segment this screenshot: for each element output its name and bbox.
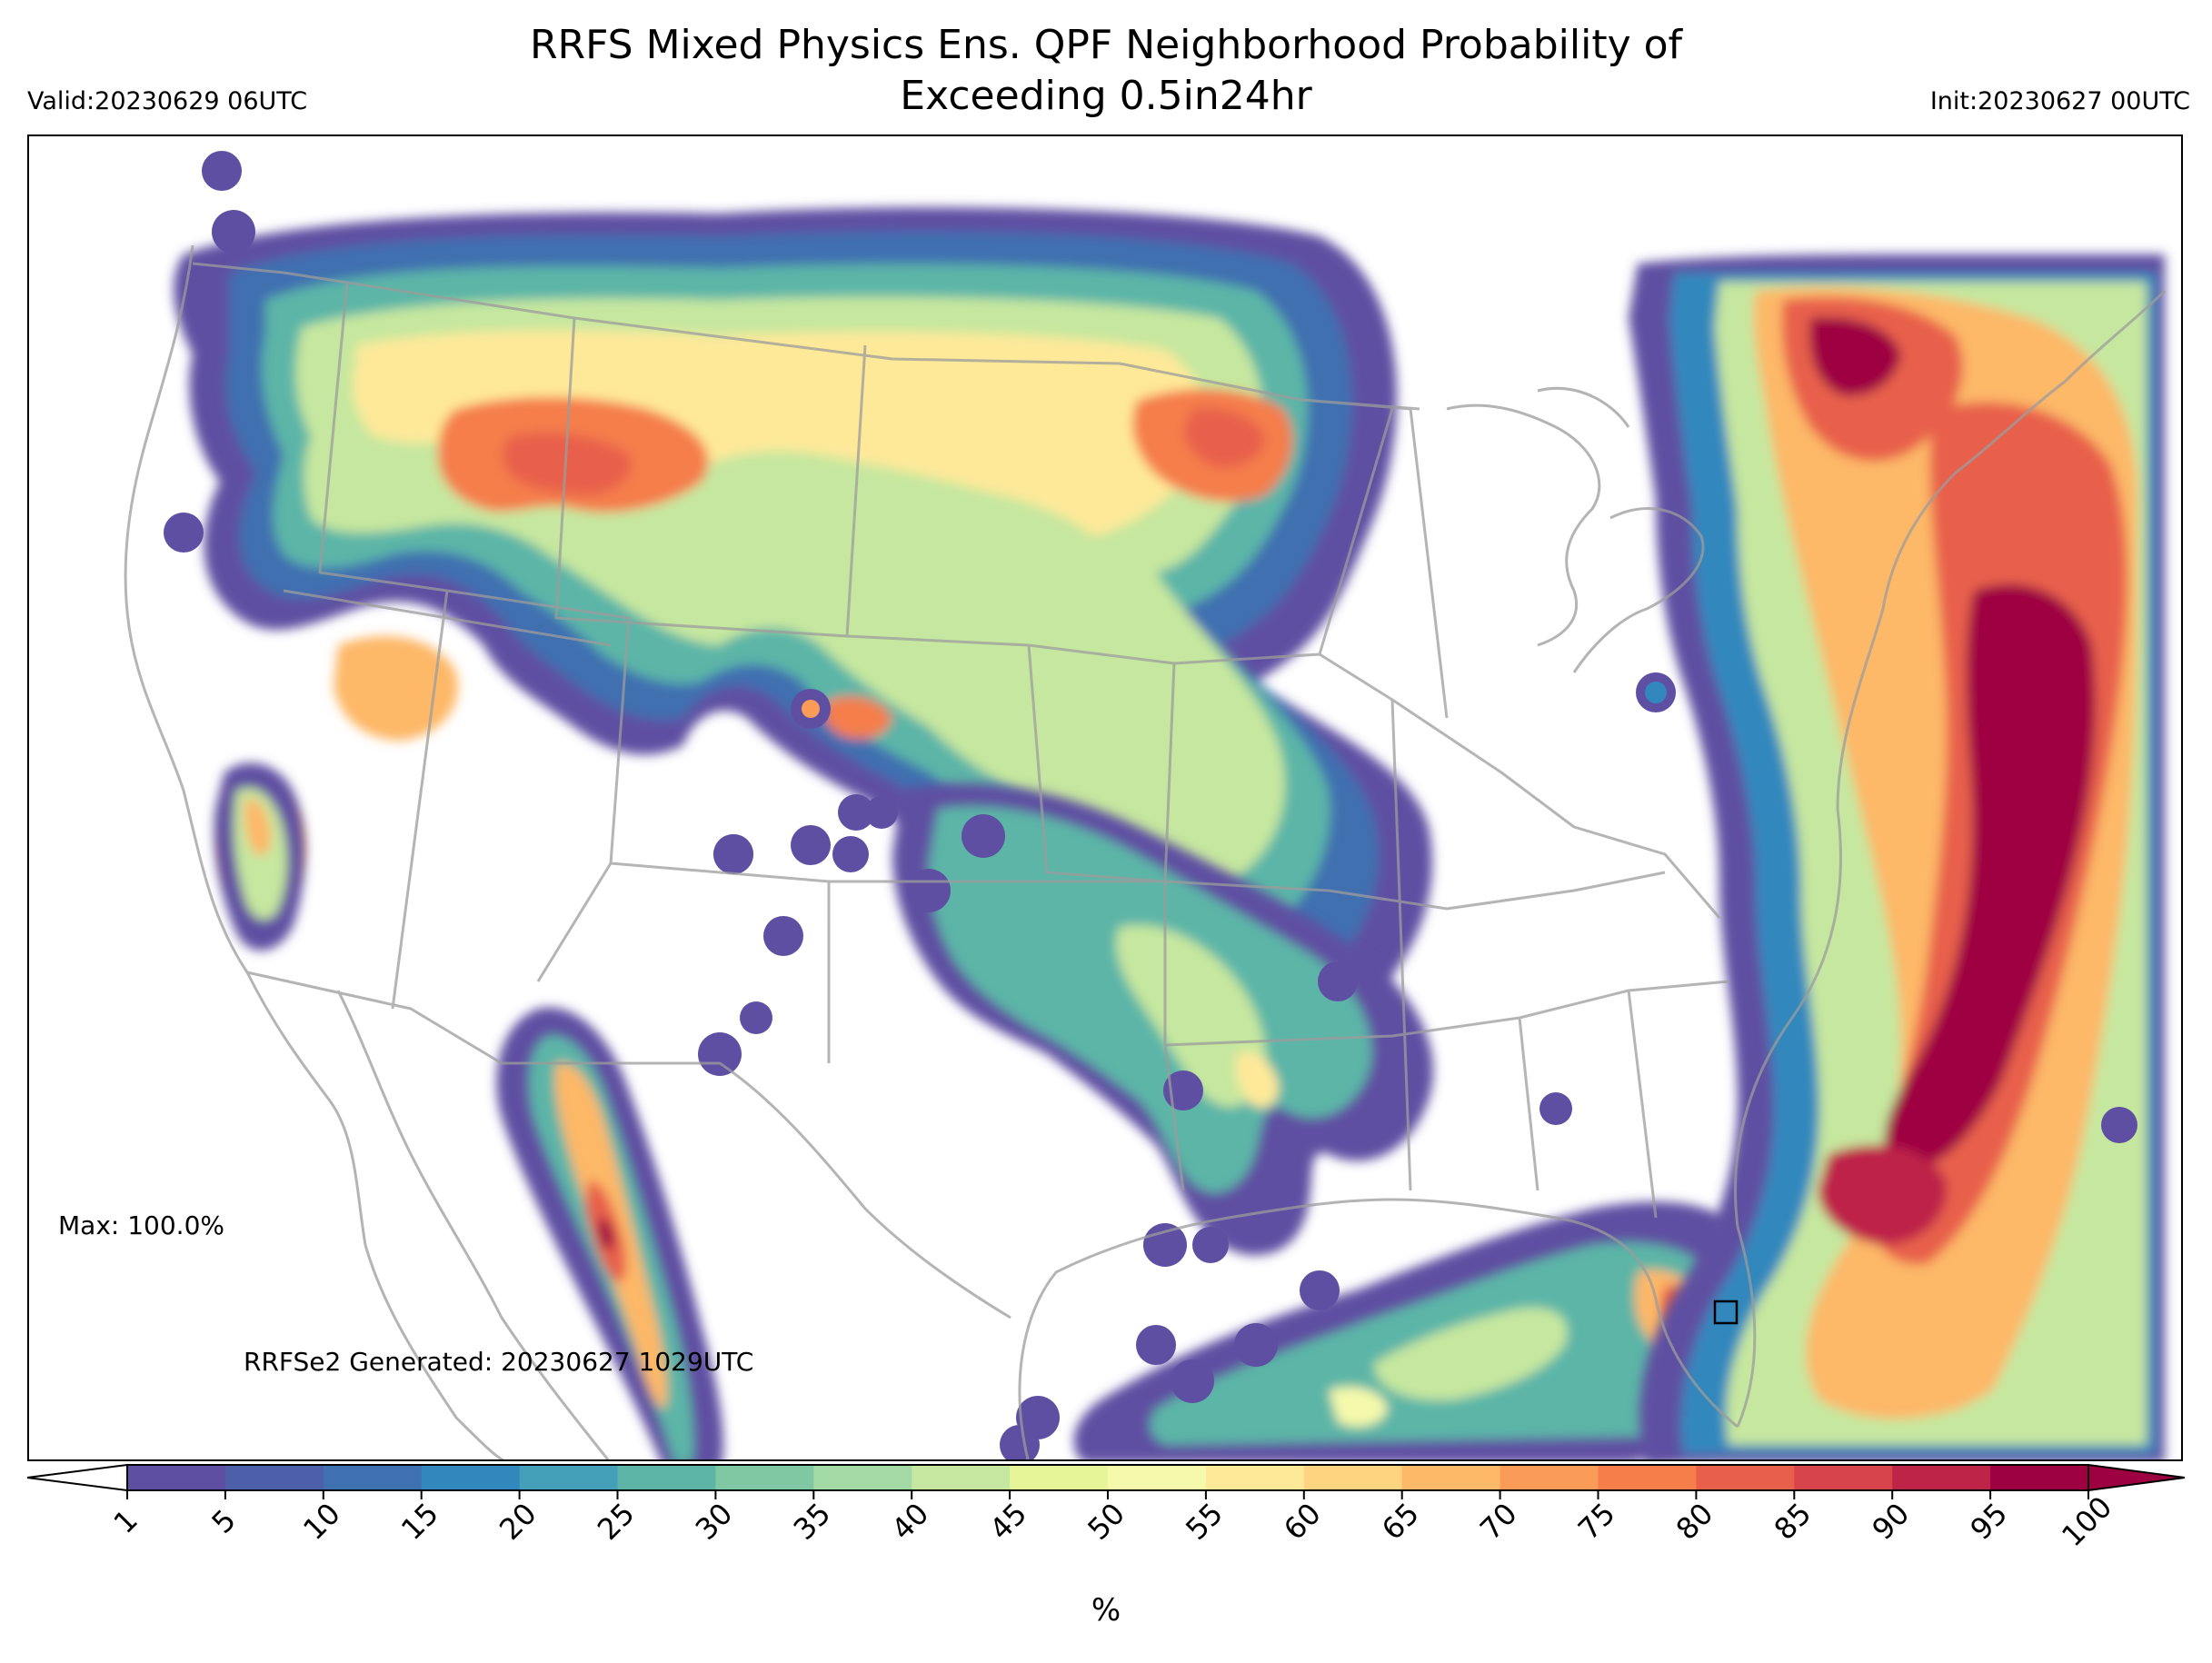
colorbar-segment: [1794, 1465, 1893, 1490]
colorbar-ticks: 1 5 10 15 20 25 30 35 40 45 50 55 60 65 70 75 80 85 90 95 10…: [107, 1489, 2119, 1553]
great-lakes: [1446, 386, 1705, 673]
valid-time-label: Valid:20230629 06UTC: [27, 87, 308, 115]
colorbar-tick-label: 5: [204, 1503, 242, 1540]
colorbar-segment: [715, 1465, 814, 1490]
chart-title-line1: RRFS Mixed Physics Ens. QPF Neighborhood…: [529, 22, 1683, 68]
colorbar-tick-label: 100: [2055, 1489, 2118, 1553]
state-lines-west: [283, 281, 1185, 1191]
colorbar-tick-label: 95: [1963, 1496, 2014, 1547]
colorbar-tick-label: 80: [1669, 1496, 1720, 1547]
colorbar-segment: [1990, 1465, 2089, 1490]
colorbar-segment: [1500, 1465, 1599, 1490]
colorbar-segment: [224, 1465, 324, 1490]
colorbar-unit-label: %: [1091, 1592, 1121, 1628]
gulf-of-mexico-coast: [1018, 1198, 1739, 1459]
mexico-border: [246, 971, 1011, 1319]
colorbar-tick-label: 15: [394, 1496, 445, 1547]
colorbar-tick-label: 35: [787, 1496, 838, 1547]
generated-label: RRFSe2 Generated: 20230627 1029UTC: [244, 1347, 754, 1377]
field-central-plains: [892, 783, 1434, 1256]
baja-coast: [336, 990, 610, 1459]
colorbar-segment: [421, 1465, 521, 1490]
isolated-cells: [164, 151, 2137, 1459]
probability-map: [124, 151, 2167, 1459]
colorbar-tick-label: 90: [1866, 1496, 1917, 1547]
colorbar-tick-label: 60: [1277, 1496, 1328, 1547]
colorbar-extend-low: [26, 1463, 128, 1492]
colorbar-segment: [1108, 1465, 1207, 1490]
field-east-atlantic: [1629, 254, 2165, 1459]
colorbar-tick-label: 1: [107, 1503, 144, 1540]
field-california: [214, 762, 305, 951]
colorbar-tick-label: 20: [493, 1496, 543, 1547]
colorbar-segment: [912, 1465, 1011, 1490]
colorbar-extend-high: [2087, 1463, 2186, 1492]
colorbar-segment: [617, 1465, 716, 1490]
colorbar-tick-label: 75: [1571, 1496, 1622, 1547]
chart-title-line2: Exceeding 0.5in24hr: [900, 73, 1312, 119]
colorbar-tick-label: 30: [689, 1496, 740, 1547]
colorbar-segment: [1303, 1465, 1403, 1490]
map-frame: [27, 134, 2183, 1461]
max-value-marker: [1713, 1300, 1739, 1325]
colorbar-tick-label: 45: [982, 1496, 1033, 1547]
colorbar-tick-label: 40: [885, 1496, 936, 1547]
colorbar-tick-label: 65: [1375, 1496, 1426, 1547]
probability-fields: [164, 151, 2165, 1459]
colorbar-tick-label: 55: [1179, 1496, 1230, 1547]
state-lines-east: [1164, 398, 1729, 1219]
colorbar-segment: [323, 1465, 423, 1490]
init-time-label: Init:20230627 00UTC: [1929, 87, 2190, 115]
colorbar-segment: [1205, 1465, 1305, 1490]
atlantic-coast: [1734, 289, 2167, 1428]
colorbar-segment: [127, 1465, 226, 1490]
colorbar-segment: [519, 1465, 618, 1490]
west-coastline: [124, 244, 504, 1459]
colorbar-tick-label: 50: [1081, 1496, 1131, 1547]
map-boundaries: [124, 244, 2167, 1459]
max-value-label: Max: 100.0%: [58, 1210, 224, 1240]
field-mexico-west: [496, 1007, 723, 1459]
colorbar-segment: [1010, 1465, 1109, 1490]
colorbar-segments: [127, 1465, 2089, 1490]
colorbar-segment: [1598, 1465, 1697, 1490]
chart-title: RRFS Mixed Physics Ens. QPF Neighborhood…: [0, 20, 2212, 122]
colorbar-tick-label: 10: [296, 1496, 347, 1547]
colorbar-tick-label: 25: [591, 1496, 642, 1547]
colorbar-segment: [1696, 1465, 1795, 1490]
colorbar-segment: [1892, 1465, 1991, 1490]
colorbar-tick-label: 70: [1473, 1496, 1524, 1547]
colorbar: 1 5 10 15 20 25 30 35 40 45 50 55 60 65 70 75 80 85 90 95 10…: [26, 1463, 2186, 1553]
colorbar-tick-label: 85: [1768, 1496, 1818, 1547]
colorbar-segment: [813, 1465, 912, 1490]
colorbar-segment: [1401, 1465, 1501, 1490]
